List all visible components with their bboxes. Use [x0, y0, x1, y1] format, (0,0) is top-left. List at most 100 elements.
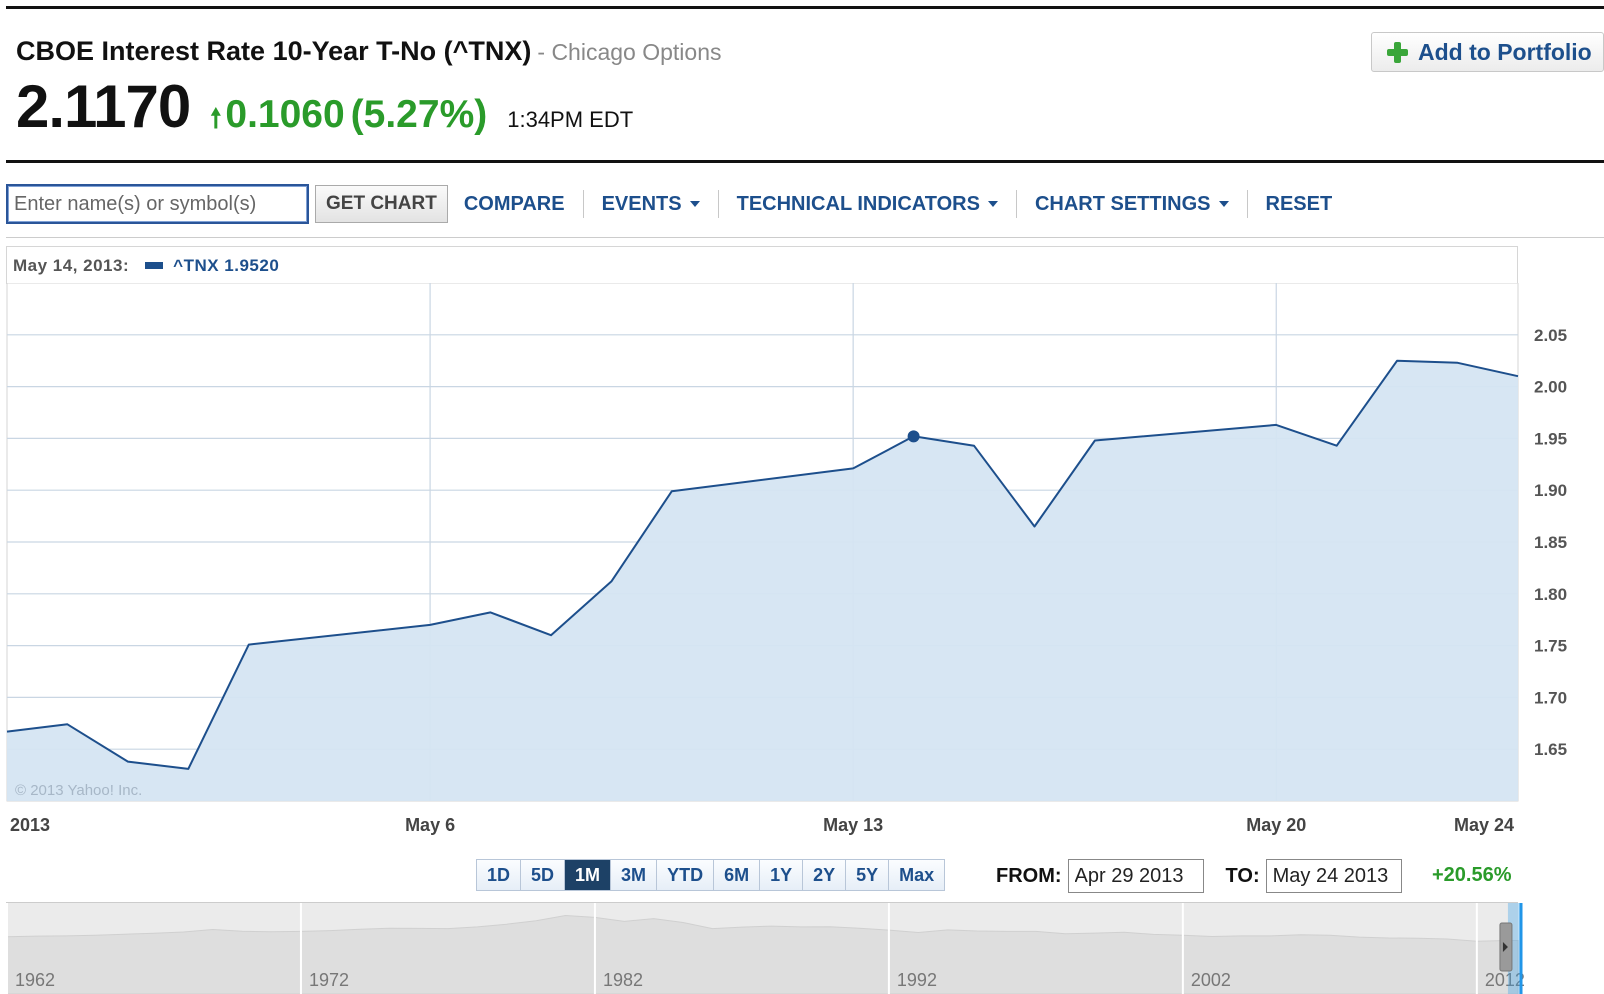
reset-label: RESET	[1265, 192, 1333, 215]
legend-swatch	[145, 262, 164, 269]
arrow-up-icon: 🠕	[210, 103, 222, 133]
chart-settings-label: CHART SETTINGS	[1034, 192, 1211, 215]
top-rule	[6, 6, 1604, 9]
data-point[interactable]	[63, 720, 71, 728]
date-range-inputs: FROM: TO:	[996, 859, 1402, 893]
navigator-history-area	[6, 914, 1519, 994]
data-point[interactable]	[124, 758, 132, 766]
y-tick-label: 1.75	[1534, 637, 1567, 656]
price-chart[interactable]: 2.05 2.00 1.95 1.90 1.85 1.80 1.75 1.70 1.65 2013…	[0, 283, 1604, 843]
range-button-1d[interactable]: 1D	[477, 860, 522, 890]
range-button-5d[interactable]: 5D	[521, 860, 566, 890]
technical-indicators-label: TECHNICAL INDICATORS	[736, 192, 980, 215]
chart-legend: May 14, 2013: ^TNX 1.9520	[6, 246, 1518, 284]
range-button-2y[interactable]: 2Y	[803, 860, 847, 890]
navigator-year-label: 2012	[1485, 970, 1525, 990]
navigator-year-label: 2002	[1191, 970, 1231, 990]
data-point[interactable]	[1030, 522, 1038, 530]
symbol-search-input[interactable]	[6, 184, 309, 224]
exchange-name: - Chicago Options	[537, 39, 722, 65]
data-point[interactable]	[849, 464, 857, 472]
data-point[interactable]	[1393, 357, 1401, 365]
series-line	[6, 359, 1519, 770]
handle-arrow-icon	[1502, 942, 1508, 952]
y-tick-label: 2.00	[1534, 378, 1567, 397]
time-range-selector: 1D 5D 1M 3M YTD 6M 1Y 2Y 5Y Max	[476, 859, 946, 891]
toolbar-divider	[1015, 190, 1017, 218]
navigator-divider	[6, 902, 1518, 903]
data-point[interactable]	[245, 641, 253, 649]
data-point[interactable]	[607, 577, 615, 585]
navigator-year-label: 1982	[603, 970, 643, 990]
data-point[interactable]	[1333, 442, 1341, 450]
compare-label: COMPARE	[463, 192, 565, 215]
data-point[interactable]	[1272, 421, 1280, 429]
y-tick-label: 1.90	[1534, 481, 1567, 500]
quote-header: CBOE Interest Rate 10-Year T-No (^TNX) - …	[16, 36, 721, 67]
data-point[interactable]	[426, 621, 434, 629]
data-point[interactable]	[668, 487, 676, 495]
data-point[interactable]	[487, 608, 495, 616]
data-point[interactable]	[1454, 359, 1462, 367]
reset-button[interactable]: RESET	[1248, 190, 1351, 218]
y-tick-label: 1.80	[1534, 585, 1567, 604]
price-change: 0.1060	[225, 93, 345, 136]
data-point[interactable]	[3, 728, 11, 736]
x-tick-label: 2013	[10, 815, 50, 835]
add-to-portfolio-button[interactable]: Add to Portfolio	[1371, 32, 1604, 72]
x-tick-label: May 20	[1246, 815, 1306, 835]
events-menu[interactable]: EVENTS	[584, 190, 718, 218]
y-tick-label: 1.95	[1534, 429, 1567, 448]
navigator-year-label: 1962	[15, 970, 55, 990]
compare-button[interactable]: COMPARE	[448, 190, 583, 218]
toolbar-divider-line	[6, 237, 1604, 238]
price-row: 2.1170 🠕 0.1060 (5.27%) 1:34PM EDT	[16, 72, 634, 140]
caret-down-icon	[987, 201, 998, 207]
range-button-1y[interactable]: 1Y	[760, 860, 804, 890]
range-button-5y[interactable]: 5Y	[846, 860, 890, 890]
chart-copyright: © 2013 Yahoo! Inc.	[15, 782, 142, 799]
price-change-percent: (5.27%)	[350, 93, 488, 136]
series-area	[7, 360, 1518, 801]
history-navigator[interactable]: 1962 1972 1982 1992 2002 2012	[0, 903, 1604, 994]
data-point[interactable]	[547, 631, 555, 639]
range-button-ytd[interactable]: YTD	[657, 860, 715, 890]
toolbar-divider	[717, 190, 719, 218]
chart-toolbar: GET CHART COMPARE EVENTS TECHNICAL INDIC…	[6, 184, 1604, 224]
header-divider	[6, 160, 1604, 163]
x-tick-label: May 6	[405, 815, 455, 835]
plus-icon	[1386, 41, 1408, 63]
highlighted-data-point[interactable]	[907, 430, 920, 443]
from-date-input[interactable]	[1067, 859, 1204, 893]
quote-title: CBOE Interest Rate 10-Year T-No (^TNX)	[16, 36, 532, 66]
y-tick-label: 1.70	[1534, 688, 1567, 707]
technical-indicators-menu[interactable]: TECHNICAL INDICATORS	[719, 190, 1016, 218]
legend-date: May 14, 2013:	[13, 255, 130, 275]
y-tick-label: 1.65	[1534, 740, 1567, 759]
events-label: EVENTS	[601, 192, 682, 215]
data-point[interactable]	[1091, 436, 1099, 444]
toolbar-divider	[1246, 190, 1248, 218]
range-button-3m[interactable]: 3M	[611, 860, 658, 890]
add-to-portfolio-label: Add to Portfolio	[1418, 38, 1592, 65]
quote-time: 1:34PM EDT	[507, 107, 634, 132]
x-tick-label: May 24	[1454, 815, 1514, 835]
y-tick-label: 1.85	[1534, 533, 1567, 552]
range-button-max[interactable]: Max	[889, 860, 945, 890]
caret-down-icon	[1218, 201, 1229, 207]
from-label: FROM:	[996, 864, 1062, 887]
data-point[interactable]	[184, 765, 192, 773]
get-chart-button[interactable]: GET CHART	[315, 185, 448, 223]
y-tick-label: 2.05	[1534, 326, 1567, 345]
to-date-input[interactable]	[1265, 859, 1402, 893]
range-button-6m[interactable]: 6M	[714, 860, 761, 890]
last-price: 2.1170	[16, 73, 191, 140]
range-button-1m[interactable]: 1M	[565, 860, 612, 890]
navigator-year-label: 1972	[309, 970, 349, 990]
caret-down-icon	[689, 201, 700, 207]
data-point[interactable]	[1514, 372, 1522, 380]
to-label: TO:	[1225, 864, 1260, 887]
legend-series-value: ^TNX 1.9520	[173, 255, 280, 275]
data-point[interactable]	[970, 442, 978, 450]
chart-settings-menu[interactable]: CHART SETTINGS	[1017, 190, 1247, 218]
